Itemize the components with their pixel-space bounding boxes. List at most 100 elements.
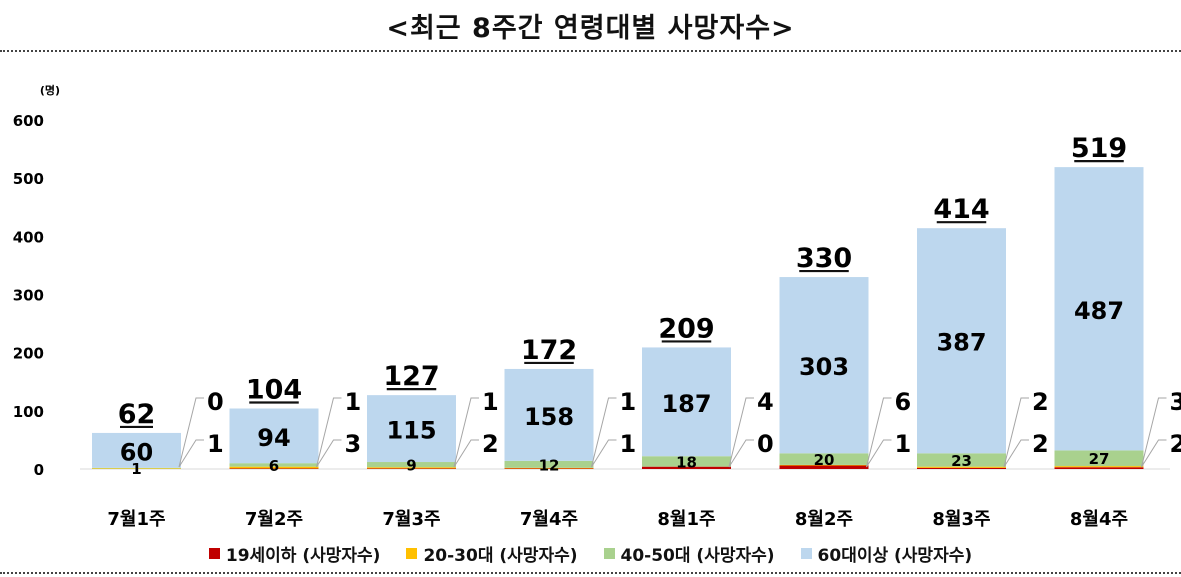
bar-segment-4 (504, 368, 594, 461)
legend-swatch (208, 548, 220, 559)
bar-segment-1 (917, 467, 1006, 469)
label-age-40-50: 20 (814, 451, 835, 469)
bar-segment-3 (367, 462, 456, 468)
callout-age-20-30: 3 (345, 430, 362, 458)
legend-label: 19세이하 (사망자수) (225, 546, 381, 566)
callout-age-19-under-leader (866, 397, 892, 468)
callout-age-19-under: 2 (1032, 388, 1049, 416)
label-age-60plus: 387 (936, 329, 986, 357)
callout-age-20-30: 2 (1170, 430, 1181, 458)
legend-item: 40-50대 (사망자수) (603, 541, 775, 566)
x-tick-label: 7월2주 (245, 509, 303, 530)
y-tick-label: 0 (34, 461, 44, 479)
bar-segment-2 (92, 468, 181, 469)
legend-swatch (800, 548, 812, 559)
total-label: 519 (1071, 133, 1127, 164)
label-age-60plus: 487 (1074, 297, 1124, 325)
callout-age-19-under-leader (728, 397, 754, 468)
legend-swatch (603, 548, 615, 559)
callout-age-19-under: 1 (482, 388, 499, 416)
label-age-40-50: 18 (676, 453, 697, 471)
bar-segment-1 (367, 468, 456, 469)
callout-age-20-30-leader (591, 439, 617, 468)
bar-segment-4 (92, 432, 181, 468)
x-tick-label: 7월3주 (382, 509, 440, 530)
y-tick-label: 400 (13, 228, 44, 246)
bar-segment-1 (779, 465, 869, 469)
bar-segment-4 (642, 347, 731, 457)
x-tick-label: 8월1주 (657, 509, 715, 530)
callout-age-20-30: 1 (620, 430, 637, 458)
bar-segment-3 (229, 463, 319, 467)
bar-segment-4 (779, 277, 869, 454)
bar-segment-1 (642, 466, 731, 469)
bar-segment-3 (1054, 450, 1144, 467)
label-age-40-50: 9 (406, 457, 416, 475)
bar-segment-3 (504, 460, 594, 468)
callout-age-20-30-leader (453, 439, 479, 468)
label-age-40-50: 1 (131, 460, 141, 478)
callout-age-20-30-leader (866, 439, 892, 468)
legend-item: 60대이상 (사망자수) (800, 541, 973, 566)
bar-segment-4 (367, 395, 456, 463)
callout-age-20-30: 1 (207, 430, 224, 458)
x-tick-label: 8월3주 (932, 509, 990, 530)
y-tick-label: 200 (13, 345, 44, 363)
bar-segment-3 (642, 456, 731, 467)
callout-age-19-under: 6 (895, 388, 912, 416)
bar-segment-3 (917, 453, 1006, 467)
total-label: 330 (796, 243, 852, 274)
callout-age-20-30: 2 (1032, 430, 1049, 458)
y-unit-label: (명) (40, 83, 60, 97)
bar-segment-2 (917, 466, 1006, 468)
total-label: 414 (933, 194, 989, 225)
legend-item: 19세이하 (사망자수) (208, 541, 381, 566)
legend-swatch (406, 548, 418, 559)
chart-title: <최근 8주간 연령대별 사망자수> (386, 13, 795, 44)
callout-age-20-30: 1 (895, 430, 912, 458)
bar-segment-4 (1054, 167, 1144, 451)
legend-label: 40-50대 (사망자수) (620, 546, 775, 566)
total-label: 104 (246, 375, 302, 406)
legend-item: 20-30대 (사망자수) (406, 541, 578, 566)
callout-age-20-30: 2 (482, 430, 499, 458)
callout-age-19-under-leader (591, 397, 617, 468)
label-age-40-50: 12 (539, 456, 560, 474)
bar-segment-2 (229, 466, 319, 469)
callout-age-19-under: 1 (345, 388, 362, 416)
callout-age-19-under-leader (178, 397, 204, 468)
callout-age-19-under-leader (316, 397, 342, 468)
x-tick-label: 8월2주 (795, 509, 853, 530)
x-tick-label: 7월4주 (520, 509, 578, 530)
bar-segment-4 (229, 408, 319, 464)
total-label: 172 (521, 335, 577, 366)
y-tick-label: 500 (13, 170, 44, 188)
legend-label: 20-30대 (사망자수) (423, 546, 578, 566)
total-label: 62 (118, 399, 156, 430)
x-tick-label: 7월1주 (107, 509, 165, 530)
label-age-60plus: 158 (524, 403, 574, 431)
bottom-divider (0, 572, 1181, 574)
bar-segment-1 (504, 468, 594, 469)
bar-segment-3 (92, 467, 181, 469)
legend-label: 60대이상 (사망자수) (817, 546, 973, 566)
bar-segment-4 (917, 228, 1006, 454)
bar-segment-2 (1054, 466, 1144, 468)
title-divider (0, 50, 1181, 52)
callout-age-20-30-leader (316, 439, 342, 468)
callout-age-19-under: 1 (620, 388, 637, 416)
callout-age-20-30-leader (178, 439, 204, 468)
bar-segment-2 (779, 464, 869, 466)
callout-age-20-30: 0 (757, 430, 774, 458)
callout-age-19-under: 3 (1170, 388, 1181, 416)
legend: 19세이하 (사망자수) 20-30대 (사망자수) 40-50대 (사망자수) 60… (0, 541, 1181, 566)
callout-age-19-under-leader (1003, 397, 1029, 468)
callout-age-19-under: 4 (757, 388, 774, 416)
bar-segment-3 (779, 453, 869, 465)
y-tick-label: 300 (13, 287, 44, 305)
label-age-40-50: 6 (269, 457, 279, 475)
x-tick-label: 8월4주 (1070, 509, 1128, 530)
total-label: 209 (658, 313, 714, 344)
label-age-60plus: 303 (799, 353, 849, 381)
